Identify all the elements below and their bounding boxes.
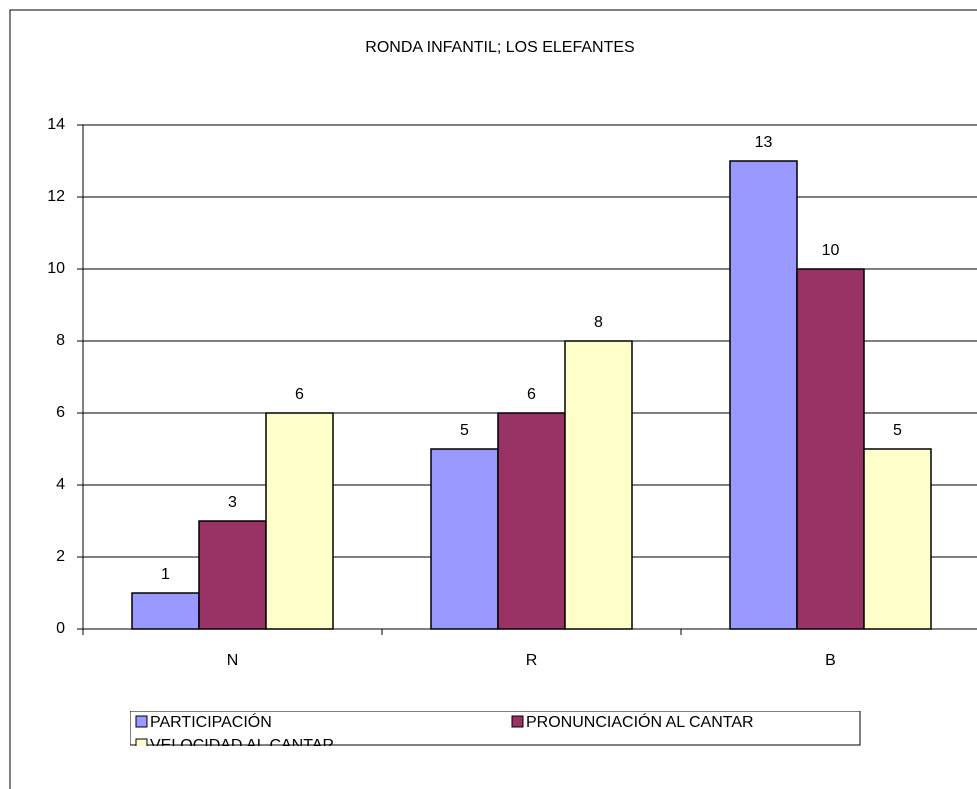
y-tick-label: 14 <box>47 116 65 133</box>
data-label: 13 <box>755 134 773 151</box>
bar <box>198 520 267 630</box>
data-label: 5 <box>893 422 902 439</box>
x-tick-label: N <box>227 652 239 669</box>
legend-swatch <box>135 738 148 746</box>
y-tick-label: 6 <box>56 404 65 421</box>
y-tick-label: 0 <box>56 620 65 637</box>
bar <box>265 412 334 630</box>
bar <box>497 412 566 630</box>
legend-box <box>130 711 861 746</box>
bar <box>863 448 932 630</box>
y-tick-label: 2 <box>56 548 65 565</box>
legend-label: VELOCIDAD AL CANTAR <box>150 737 334 754</box>
legend-label: PARTICIPACIÓN <box>150 712 272 731</box>
bar <box>430 448 499 630</box>
bar <box>796 268 865 630</box>
bar <box>729 160 798 630</box>
legend-swatch <box>135 715 148 728</box>
y-tick-label: 4 <box>56 476 65 493</box>
chart-title: RONDA INFANTIL; LOS ELEFANTES <box>365 39 634 56</box>
legend-label: PRONUNCIACIÓN AL CANTAR <box>526 712 754 731</box>
data-label: 3 <box>228 494 237 511</box>
data-label: 1 <box>161 566 170 583</box>
x-tick-label: B <box>825 652 836 669</box>
y-tick-label: 10 <box>47 260 65 277</box>
legend-swatch <box>511 715 524 728</box>
y-tick-label: 12 <box>47 188 65 205</box>
y-tick-label: 8 <box>56 332 65 349</box>
bar <box>564 340 633 630</box>
data-label: 6 <box>527 386 536 403</box>
data-label: 10 <box>822 242 840 259</box>
x-tick-label: R <box>526 652 538 669</box>
data-label: 5 <box>460 422 469 439</box>
bar <box>131 592 200 630</box>
legend: PARTICIPACIÓN PRONUNCIACIÓN AL CANTAR VELO… <box>130 711 861 754</box>
data-label: 6 <box>295 386 304 403</box>
data-label: 8 <box>594 314 603 331</box>
